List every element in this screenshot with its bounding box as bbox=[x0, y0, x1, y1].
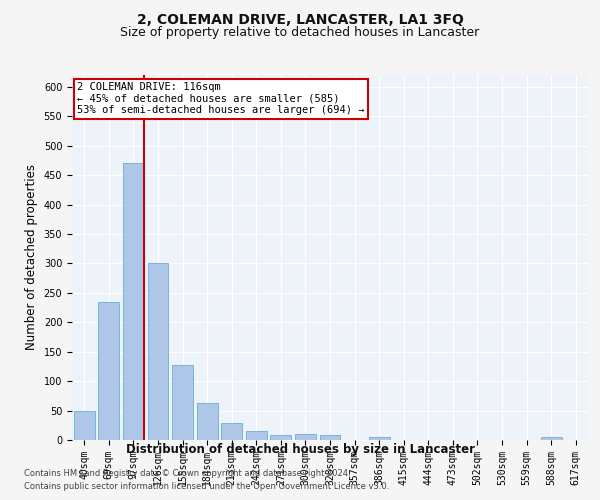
Bar bbox=[148, 264, 169, 440]
Text: 2, COLEMAN DRIVE, LANCASTER, LA1 3FQ: 2, COLEMAN DRIVE, LANCASTER, LA1 3FQ bbox=[137, 12, 463, 26]
Bar bbox=[320, 436, 340, 440]
Bar bbox=[541, 437, 562, 440]
Bar bbox=[98, 302, 119, 440]
Bar bbox=[197, 403, 218, 440]
Bar bbox=[368, 437, 389, 440]
Text: Distribution of detached houses by size in Lancaster: Distribution of detached houses by size … bbox=[125, 442, 475, 456]
Bar bbox=[271, 434, 292, 440]
Text: Size of property relative to detached houses in Lancaster: Size of property relative to detached ho… bbox=[121, 26, 479, 39]
Text: 2 COLEMAN DRIVE: 116sqm
← 45% of detached houses are smaller (585)
53% of semi-d: 2 COLEMAN DRIVE: 116sqm ← 45% of detache… bbox=[77, 82, 365, 116]
Y-axis label: Number of detached properties: Number of detached properties bbox=[25, 164, 38, 350]
Text: Contains public sector information licensed under the Open Government Licence v3: Contains public sector information licen… bbox=[24, 482, 389, 491]
Bar bbox=[295, 434, 316, 440]
Bar bbox=[221, 423, 242, 440]
Bar bbox=[74, 410, 95, 440]
Bar bbox=[172, 364, 193, 440]
Bar bbox=[123, 164, 144, 440]
Text: Contains HM Land Registry data © Crown copyright and database right 2024.: Contains HM Land Registry data © Crown c… bbox=[24, 468, 350, 477]
Bar bbox=[246, 430, 267, 440]
